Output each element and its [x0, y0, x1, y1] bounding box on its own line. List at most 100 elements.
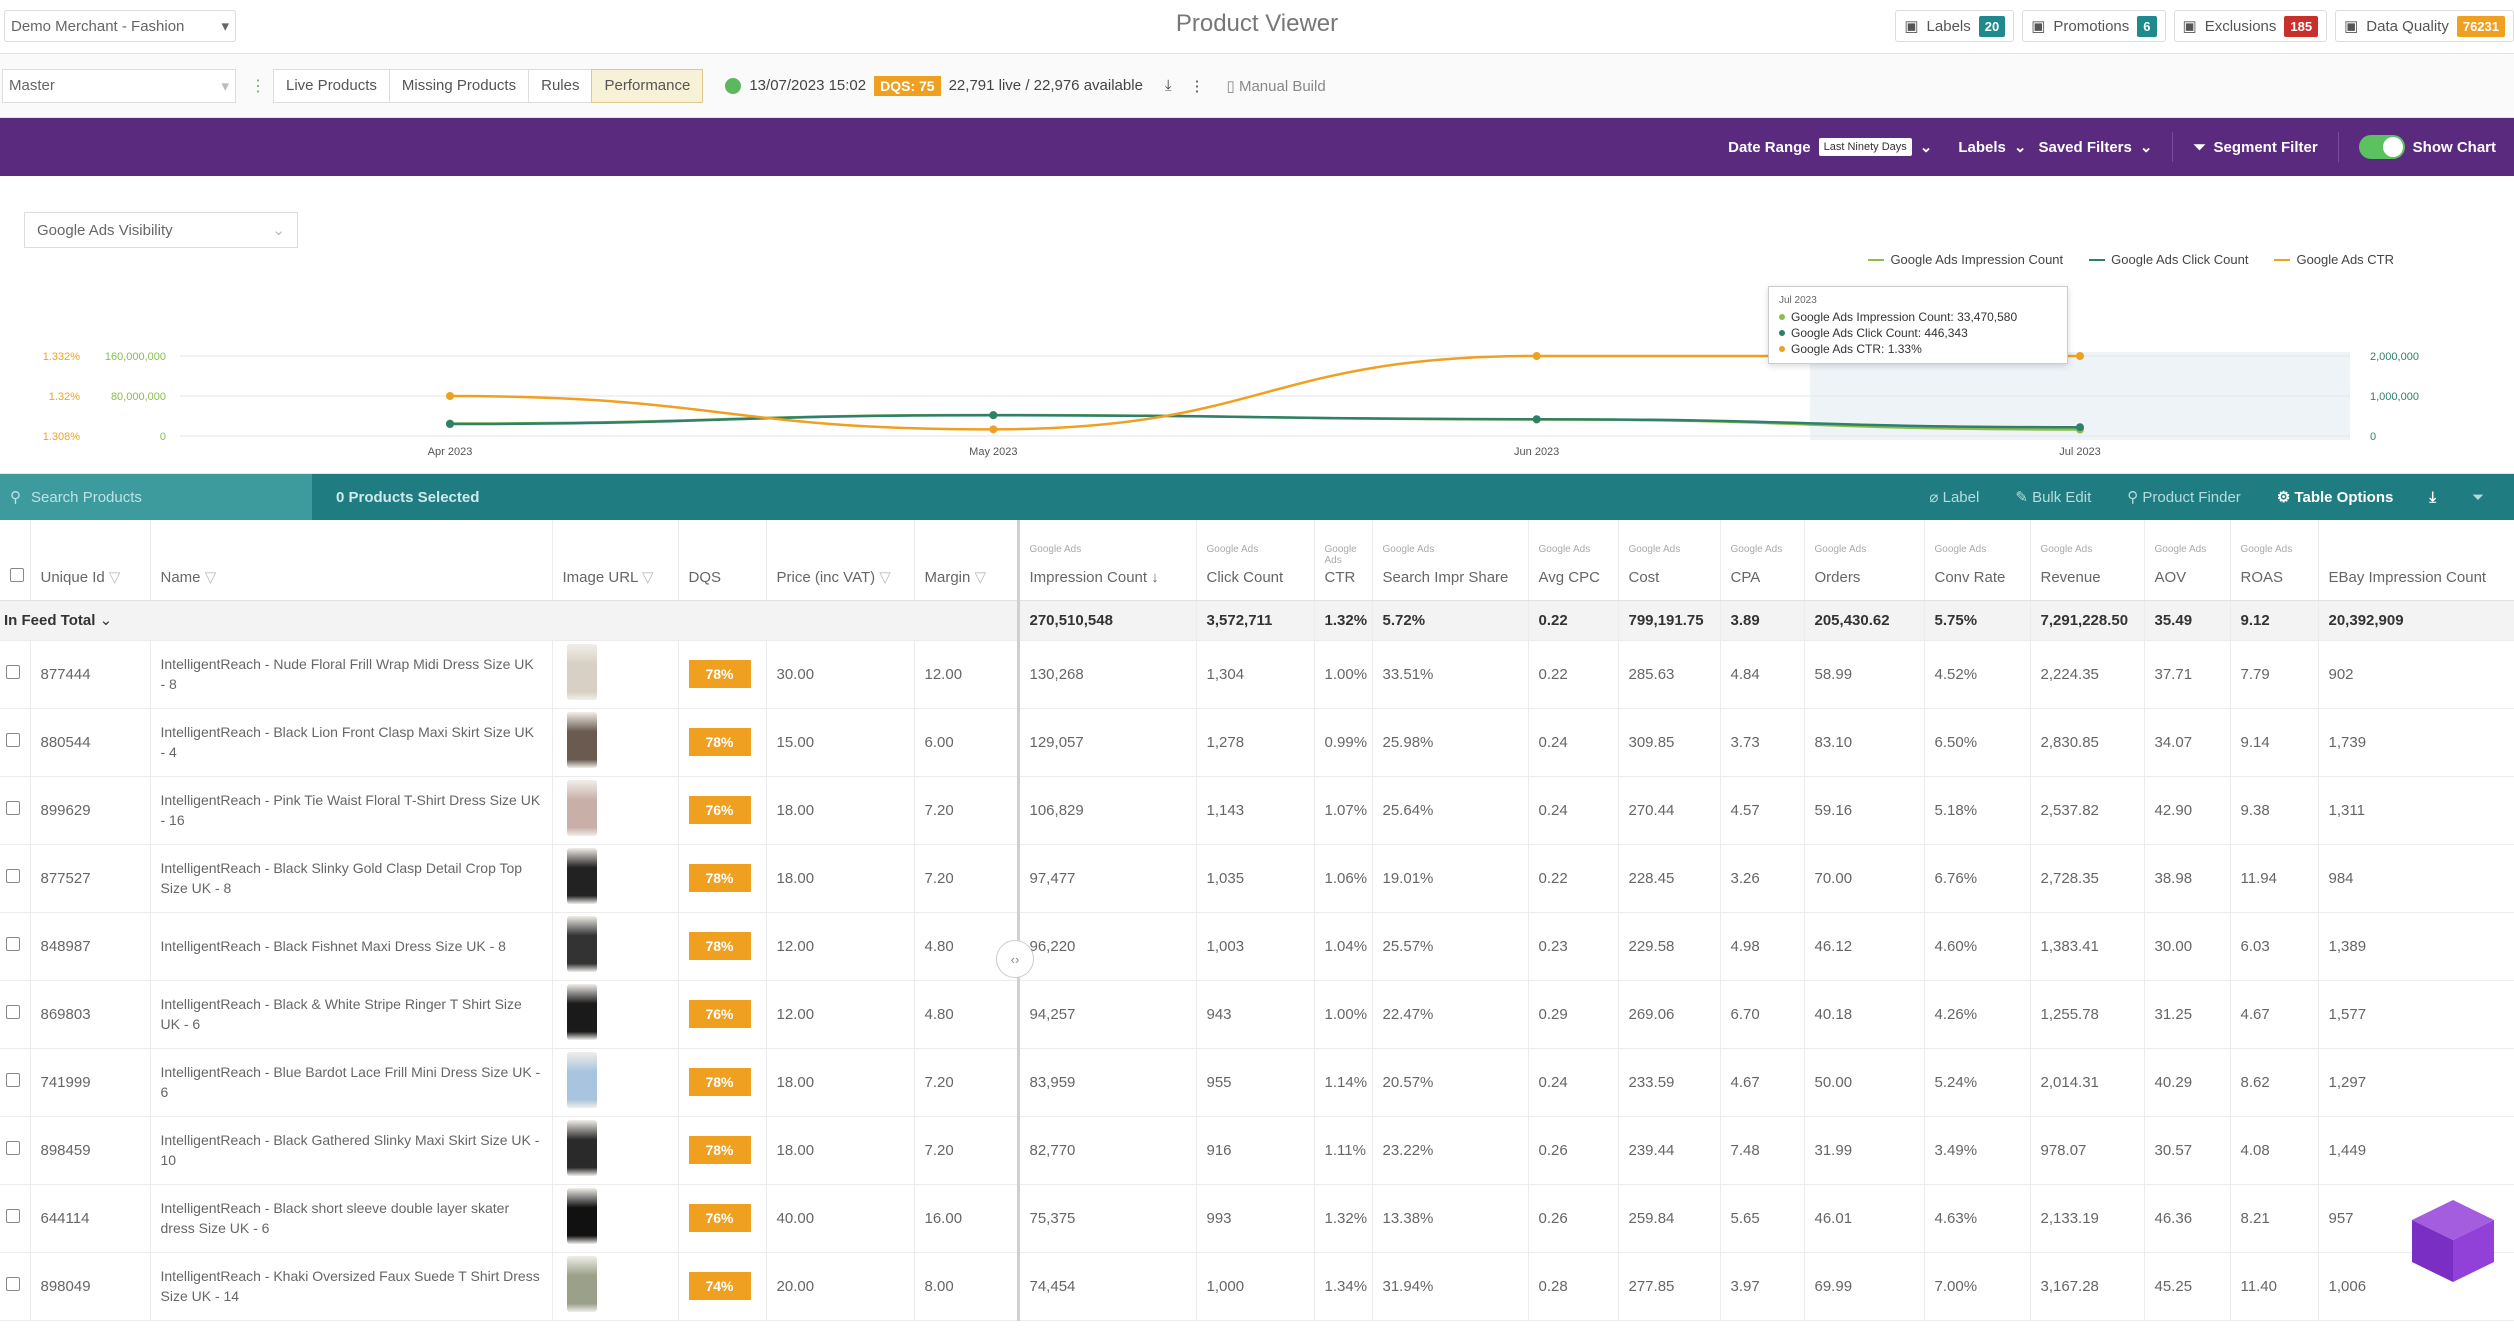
- table-row[interactable]: 877527 IntelligentReach - Black Slinky Go…: [0, 844, 2514, 913]
- select-all-cell[interactable]: [0, 520, 31, 601]
- row-checkbox[interactable]: [6, 1073, 20, 1087]
- column-header[interactable]: Margin ▽: [914, 520, 1020, 601]
- column-header[interactable]: Price (inc VAT) ▽: [766, 520, 915, 601]
- row-checkbox[interactable]: [6, 733, 20, 747]
- product-thumbnail[interactable]: [566, 780, 597, 836]
- image-cell[interactable]: [552, 980, 679, 1049]
- name-cell[interactable]: IntelligentReach - Black Slinky Gold Cla…: [150, 844, 553, 913]
- image-cell[interactable]: [552, 1252, 679, 1321]
- table-row[interactable]: 898459 IntelligentReach - Black Gathered …: [0, 1116, 2514, 1185]
- data-point[interactable]: [446, 420, 454, 428]
- product-thumbnail[interactable]: [566, 1188, 597, 1244]
- column-header[interactable]: Google Ads Click Count: [1196, 520, 1315, 601]
- name-cell[interactable]: IntelligentReach - Khaki Oversized Faux …: [150, 1252, 553, 1321]
- download-icon[interactable]: ⤓: [1164, 77, 1172, 94]
- product-thumbnail[interactable]: [566, 1256, 597, 1312]
- image-cell[interactable]: [552, 708, 679, 777]
- column-header[interactable]: Google Ads Avg CPC: [1528, 520, 1619, 601]
- name-cell[interactable]: IntelligentReach - Blue Bardot Lace Fril…: [150, 1048, 553, 1117]
- name-cell[interactable]: IntelligentReach - Pink Tie Waist Floral…: [150, 776, 553, 845]
- data-point[interactable]: [446, 392, 454, 400]
- filter-icon[interactable]: ▽: [204, 568, 217, 586]
- filter-icon[interactable]: ⏷: [2471, 488, 2484, 506]
- row-select-cell[interactable]: [0, 708, 31, 777]
- row-checkbox[interactable]: [6, 937, 20, 951]
- sort-desc-icon[interactable]: ↓: [1151, 568, 1159, 586]
- column-header[interactable]: Google Ads Revenue: [2030, 520, 2145, 601]
- labels-filter[interactable]: Labels ⌄: [1958, 138, 2026, 157]
- column-header[interactable]: Google Ads ROAS: [2230, 520, 2319, 601]
- column-header[interactable]: EBay Impression Count: [2318, 520, 2514, 601]
- chart-metric-select[interactable]: Google Ads Visibility ⌄: [24, 212, 298, 248]
- table-row[interactable]: 869803 IntelligentReach - Black & White S…: [0, 980, 2514, 1049]
- column-header[interactable]: Google Ads Cost: [1618, 520, 1721, 601]
- data-point[interactable]: [2076, 352, 2084, 360]
- table-row[interactable]: 898049 IntelligentReach - Khaki Oversized…: [0, 1252, 2514, 1321]
- top-button-data-quality[interactable]: ▣ Data Quality 76231: [2335, 10, 2514, 42]
- product-finder-button[interactable]: ⚲ Product Finder: [2127, 489, 2241, 506]
- filter-icon[interactable]: ▽: [641, 568, 654, 586]
- legend-item[interactable]: Google Ads CTR: [2274, 252, 2394, 267]
- table-row[interactable]: 877444 IntelligentReach - Nude Floral Fri…: [0, 640, 2514, 709]
- tab-live-products[interactable]: Live Products: [273, 68, 390, 103]
- table-row[interactable]: 899629 IntelligentReach - Pink Tie Waist …: [0, 776, 2514, 845]
- table-options-button[interactable]: ⚙ Table Options: [2276, 489, 2394, 506]
- filter-icon[interactable]: ▽: [879, 568, 891, 586]
- name-cell[interactable]: IntelligentReach - Black Gathered Slinky…: [150, 1116, 553, 1185]
- name-cell[interactable]: IntelligentReach - Black short sleeve do…: [150, 1184, 553, 1253]
- row-select-cell[interactable]: [0, 1116, 31, 1185]
- image-cell[interactable]: [552, 1184, 679, 1253]
- row-checkbox[interactable]: [6, 1277, 20, 1291]
- tab-rules[interactable]: Rules: [528, 68, 593, 103]
- column-header[interactable]: DQS: [678, 520, 767, 601]
- date-range-select[interactable]: Last Ninety Days: [1818, 138, 1912, 156]
- row-select-cell[interactable]: [0, 1184, 31, 1253]
- column-header[interactable]: Google Ads CPA: [1720, 520, 1805, 601]
- tab-performance[interactable]: Performance: [591, 68, 704, 103]
- image-cell[interactable]: [552, 1116, 679, 1185]
- row-checkbox[interactable]: [6, 1209, 20, 1223]
- row-checkbox[interactable]: [6, 869, 20, 883]
- column-header[interactable]: Image URL ▽: [552, 520, 679, 601]
- data-point[interactable]: [1532, 352, 1541, 360]
- row-checkbox[interactable]: [6, 1141, 20, 1155]
- export-icon[interactable]: ⤓: [2429, 488, 2436, 506]
- column-header[interactable]: Unique Id ▽: [30, 520, 151, 601]
- row-select-cell[interactable]: [0, 776, 31, 845]
- product-thumbnail[interactable]: [566, 1052, 597, 1108]
- column-header[interactable]: Google Ads CTR: [1314, 520, 1373, 601]
- merchant-select[interactable]: Demo Merchant - Fashion ▾: [4, 10, 236, 42]
- total-label-cell[interactable]: In Feed Total ⌄: [0, 600, 1020, 641]
- search-box[interactable]: ⚲ Search Products: [0, 474, 312, 520]
- table-row[interactable]: 880544 IntelligentReach - Black Lion Fron…: [0, 708, 2514, 777]
- table-row[interactable]: 848987 IntelligentReach - Black Fishnet M…: [0, 912, 2514, 981]
- name-cell[interactable]: IntelligentReach - Nude Floral Frill Wra…: [150, 640, 553, 709]
- column-header[interactable]: Google Ads Orders: [1804, 520, 1925, 601]
- column-header[interactable]: Google Ads Impression Count ↓: [1018, 520, 1197, 601]
- row-checkbox[interactable]: [6, 1005, 20, 1019]
- column-header[interactable]: Google Ads Search Impr Share: [1372, 520, 1529, 601]
- legend-item[interactable]: Google Ads Click Count: [2089, 252, 2248, 267]
- manual-build-button[interactable]: ▯ Manual Build: [1226, 77, 1326, 95]
- top-button-exclusions[interactable]: ▣ Exclusions 185: [2173, 10, 2328, 42]
- row-checkbox[interactable]: [6, 665, 20, 679]
- image-cell[interactable]: [552, 844, 679, 913]
- row-select-cell[interactable]: [0, 1048, 31, 1117]
- saved-filters[interactable]: Saved Filters ⌄: [2038, 138, 2152, 157]
- product-thumbnail[interactable]: [566, 916, 597, 972]
- table-row[interactable]: 741999 IntelligentReach - Blue Bardot Lac…: [0, 1048, 2514, 1117]
- name-cell[interactable]: IntelligentReach - Black & White Stripe …: [150, 980, 553, 1049]
- product-thumbnail[interactable]: [566, 848, 597, 904]
- image-cell[interactable]: [552, 912, 679, 981]
- row-select-cell[interactable]: [0, 1252, 31, 1321]
- column-header[interactable]: Google Ads Conv Rate: [1924, 520, 2031, 601]
- product-thumbnail[interactable]: [566, 984, 597, 1040]
- bulk-edit-button[interactable]: ✎ Bulk Edit: [2015, 489, 2092, 506]
- show-chart-toggle[interactable]: Show Chart: [2358, 135, 2496, 159]
- column-header[interactable]: Google Ads AOV: [2144, 520, 2231, 601]
- more-icon[interactable]: ⋮: [1189, 77, 1205, 95]
- top-button-promotions[interactable]: ▣ Promotions 6: [2022, 10, 2166, 42]
- legend-item[interactable]: Google Ads Impression Count: [1868, 252, 2063, 267]
- select-all-checkbox[interactable]: [10, 567, 24, 582]
- image-cell[interactable]: [552, 640, 679, 709]
